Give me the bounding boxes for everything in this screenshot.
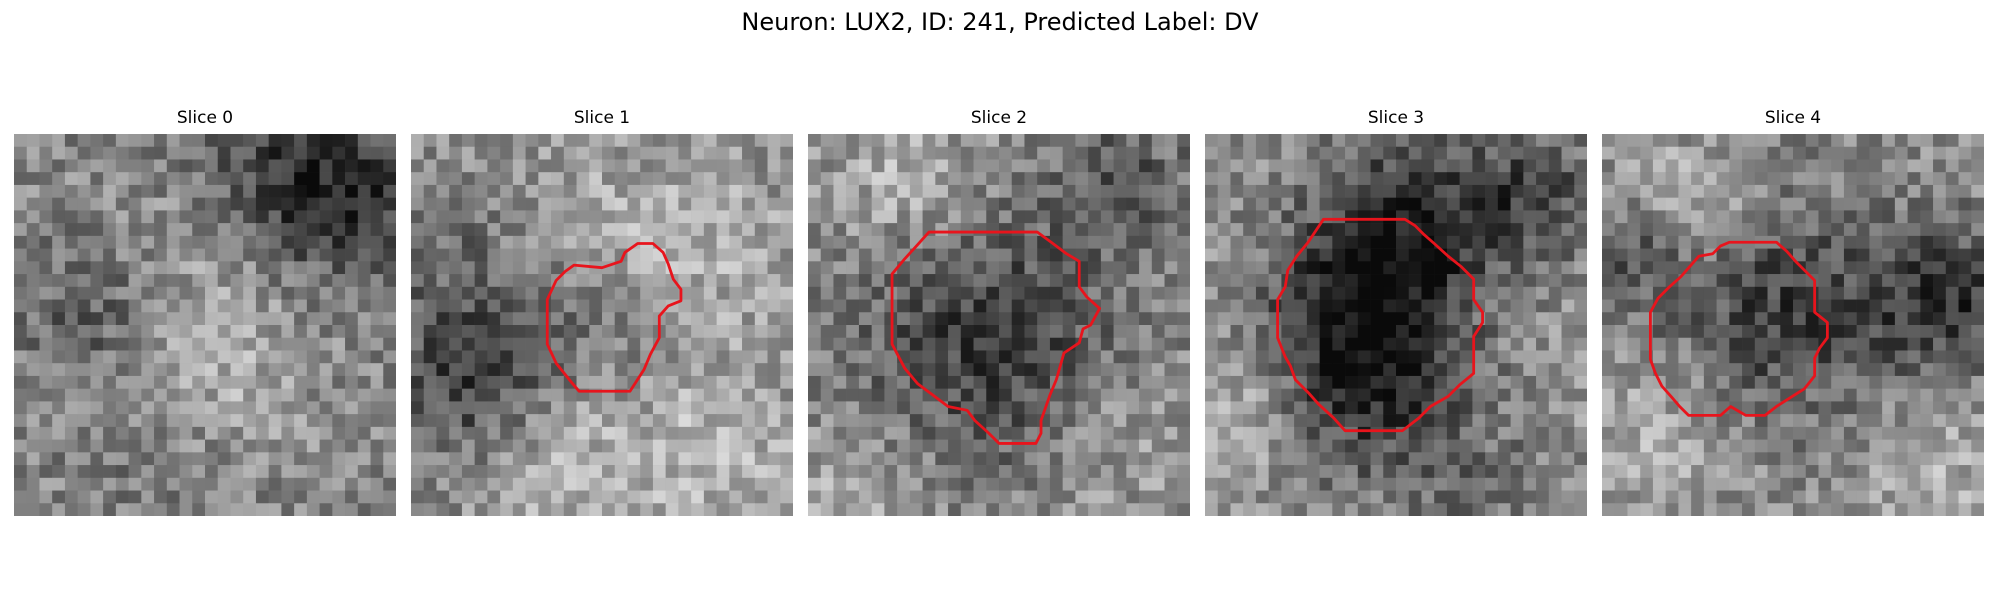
roi-contour-4 <box>1648 240 1829 417</box>
figure-title: Neuron: LUX2, ID: 241, Predicted Label: … <box>741 8 1259 36</box>
slice-title-0: Slice 0 <box>176 108 234 128</box>
slice-title-2: Slice 2 <box>970 108 1028 128</box>
roi-contour-2 <box>890 230 1101 445</box>
slice-image-1 <box>411 134 793 516</box>
slice-image-3 <box>1205 134 1587 516</box>
slice-panel-2: Slice 2 <box>808 108 1190 516</box>
slice-title-3: Slice 3 <box>1367 108 1425 128</box>
slice-panel-4: Slice 4 <box>1602 108 1984 516</box>
slice-title-4: Slice 4 <box>1764 108 1822 128</box>
slice-panel-0: Slice 0 <box>14 108 396 516</box>
roi-contour-3 <box>1276 217 1484 433</box>
slice-image-4 <box>1602 134 1984 516</box>
slice-panel-3: Slice 3 <box>1205 108 1587 516</box>
slice-image-0 <box>14 134 396 516</box>
slice-panel-1: Slice 1 <box>411 108 793 516</box>
roi-contour-1 <box>545 242 683 393</box>
slice-image-2 <box>808 134 1190 516</box>
slice-title-1: Slice 1 <box>573 108 631 128</box>
